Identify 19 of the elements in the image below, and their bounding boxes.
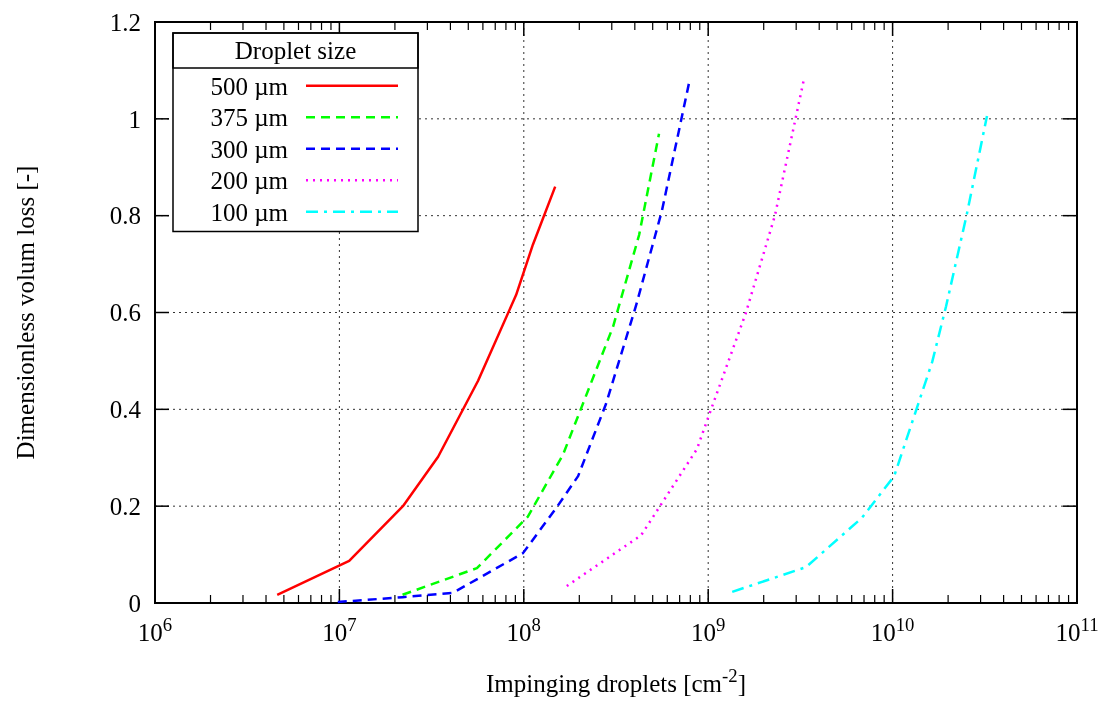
legend-label: 500 µm: [210, 72, 289, 100]
x-tick-label: 10$^{10}$: [870, 613, 915, 646]
legend-title: Droplet size: [234, 37, 357, 64]
y-tick-label: 0.4: [109, 396, 142, 424]
y-tick-label: 0.8: [109, 202, 141, 230]
x-tick-label: 10$^{9}$: [691, 613, 726, 646]
y-tick-label: 1: [128, 105, 141, 133]
x-axis-title: Impinging droplets [cm$^{-2}$]: [485, 664, 747, 697]
y-axis-title: Dimensionless volum loss [-]: [12, 165, 39, 460]
legend-label: 300 µm: [210, 135, 289, 163]
y-tick-label: 1.2: [109, 8, 141, 36]
y-tick-label: 0.6: [109, 299, 141, 327]
legend-label: 375 µm: [210, 104, 289, 131]
legend-label: 200 µm: [210, 167, 289, 194]
x-tick-label: 10$^{7}$: [322, 613, 357, 646]
legend-label: 100 µm: [210, 198, 289, 226]
y-tick-label: 0.2: [109, 492, 141, 520]
x-tick-label: 10$^{11}$: [1055, 613, 1099, 646]
x-tick-label: 10$^{8}$: [506, 613, 541, 646]
